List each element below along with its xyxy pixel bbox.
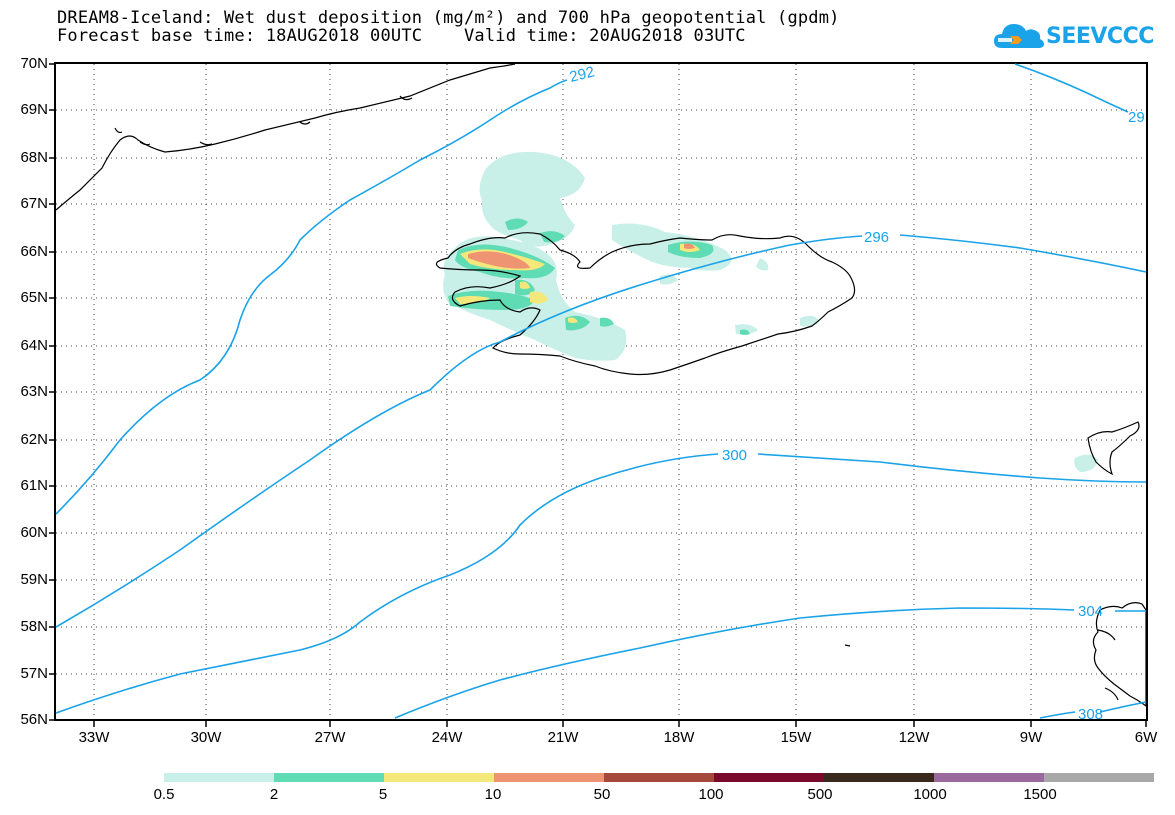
lat-label: 56N (20, 711, 48, 728)
lat-label: 60N (20, 524, 48, 541)
legend-swatch (824, 773, 934, 782)
lat-label: 61N (20, 477, 48, 494)
contour-292b (1014, 63, 1129, 113)
color-legend-bar (164, 773, 1154, 782)
geopotential-contours (55, 63, 1147, 719)
legend-label: 100 (698, 786, 724, 803)
contour-292 (55, 79, 568, 515)
contour-308b (1099, 701, 1147, 713)
lat-label: 62N (20, 431, 48, 448)
contour-304 (394, 607, 1075, 719)
axis-ticks (49, 63, 1147, 727)
lat-label: 66N (20, 243, 48, 260)
contour-labels: 292 29 296 300 304 308 (568, 63, 1145, 723)
legend-label: 1000 (913, 786, 947, 803)
lat-label: 67N (20, 195, 48, 212)
contour-label-292: 292 (568, 63, 596, 86)
contour-label-29: 29 (1128, 109, 1145, 126)
lon-label: 15W (780, 729, 812, 746)
lat-label: 58N (20, 618, 48, 635)
lat-label: 65N (20, 289, 48, 306)
lon-label: 33W (78, 729, 110, 746)
legend-swatch (384, 773, 494, 782)
cloud-icon (994, 24, 1044, 48)
legend-swatch (494, 773, 604, 782)
contour-label-304: 304 (1078, 603, 1103, 620)
contour-308 (1039, 711, 1076, 719)
legend-label: 2 (269, 786, 279, 803)
lat-label: 69N (20, 101, 48, 118)
lon-label: 6W (1134, 729, 1158, 746)
lon-label: 30W (190, 729, 222, 746)
contour-296b (899, 234, 1147, 273)
lat-label: 70N (20, 55, 48, 72)
lon-label: 12W (898, 729, 930, 746)
lat-label: 68N (20, 149, 48, 166)
legend-swatch (604, 773, 714, 782)
seevccc-logo: SEEVCCC (992, 18, 1154, 58)
lat-label: 59N (20, 571, 48, 588)
lon-label: 24W (431, 729, 463, 746)
contour-label-296: 296 (864, 229, 889, 246)
contour-label-308: 308 (1078, 706, 1103, 723)
lon-label: 18W (663, 729, 695, 746)
contour-296 (55, 235, 863, 628)
lat-label: 64N (20, 337, 48, 354)
lon-label: 9W (1019, 729, 1043, 746)
coastlines (55, 63, 1147, 708)
contour-label-300: 300 (722, 447, 747, 464)
legend-label: 1500 (1023, 786, 1057, 803)
dust-deposition-shading (443, 151, 1098, 472)
lon-label: 21W (547, 729, 579, 746)
contour-300 (55, 453, 719, 714)
grid-lines (56, 64, 1146, 719)
legend-swatch (714, 773, 824, 782)
legend-label: 50 (593, 786, 611, 803)
lat-label: 57N (20, 665, 48, 682)
lon-label: 27W (314, 729, 346, 746)
legend-swatch (274, 773, 384, 782)
legend-label: 0.5 (153, 786, 175, 803)
contour-300b (757, 453, 1147, 483)
legend-swatch (1044, 773, 1154, 782)
legend-swatch (934, 773, 1044, 782)
legend-swatch (164, 773, 274, 782)
legend-label: 500 (807, 786, 833, 803)
chart-subtitle: Forecast base time: 18AUG2018 00UTC Vali… (57, 26, 746, 46)
logo-text: SEEVCCC (1046, 24, 1154, 49)
lat-label: 63N (20, 383, 48, 400)
legend-label: 5 (378, 786, 388, 803)
chart-title: DREAM8-Iceland: Wet dust deposition (mg/… (57, 8, 840, 28)
legend-label: 10 (484, 786, 502, 803)
